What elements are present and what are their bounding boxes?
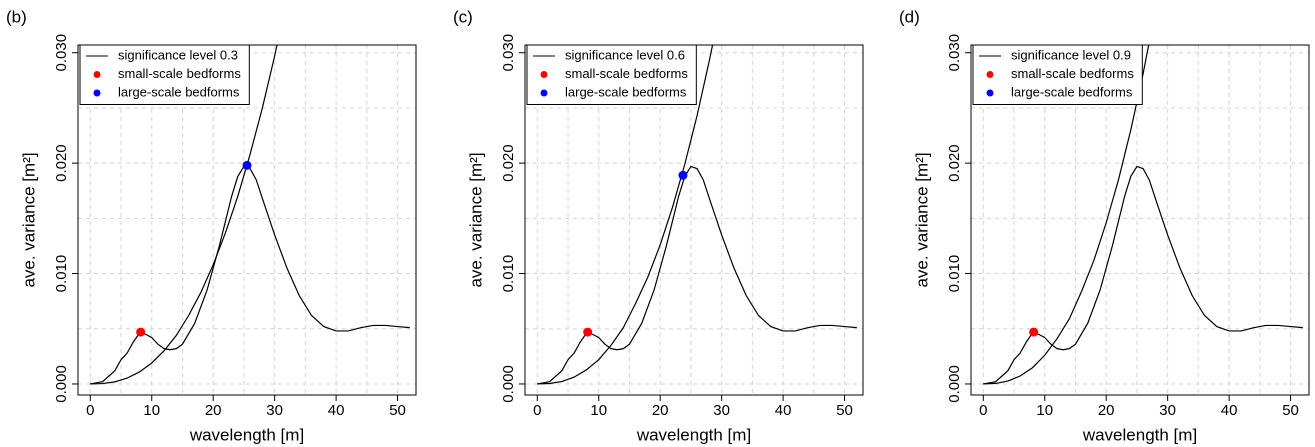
x-tick-label: 50 xyxy=(836,402,853,419)
plot-area xyxy=(90,45,410,385)
y-axis-label: ave. variance [m²] xyxy=(19,152,38,287)
legend-label: large-scale bedforms xyxy=(1011,84,1133,99)
y-tick-label: 0.000 xyxy=(53,365,70,403)
x-axis-label: wavelength [m] xyxy=(636,425,751,444)
y-tick-label: 0.010 xyxy=(946,255,963,293)
x-tick-label: 40 xyxy=(775,402,792,419)
y-tick-label: 0.010 xyxy=(53,255,70,293)
legend-marker xyxy=(986,71,994,78)
legend-label: significance level 0.9 xyxy=(1011,47,1131,62)
legend: significance level 0.6 small-scale bedfor… xyxy=(526,44,697,105)
legend: significance level 0.9 small-scale bedfor… xyxy=(972,44,1143,105)
x-tick-label: 20 xyxy=(652,402,669,419)
point xyxy=(1029,327,1039,337)
panel-label: (c) xyxy=(453,7,473,26)
x-tick-label: 40 xyxy=(328,402,345,419)
legend-label: small-scale bedforms xyxy=(118,66,241,81)
legend-marker xyxy=(986,89,994,97)
x-tick-label: 10 xyxy=(590,402,607,419)
point xyxy=(583,327,593,337)
x-tick-label: 40 xyxy=(1221,402,1238,419)
x-tick-label: 0 xyxy=(533,402,541,419)
legend-marker xyxy=(93,89,101,97)
x-tick-label: 20 xyxy=(1098,402,1115,419)
y-tick-label: 0.000 xyxy=(500,365,517,403)
panel: (d) 0 10 20 30 40 50 0.000 0.010 0.020 0.030 wavele… xyxy=(899,7,1310,444)
y-tick-label: 0.030 xyxy=(946,34,963,72)
y-tick-label: 0.020 xyxy=(500,144,517,182)
x-tick-label: 30 xyxy=(1159,402,1176,419)
y-tick-label: 0.000 xyxy=(946,365,963,403)
point xyxy=(136,327,146,337)
line xyxy=(983,45,1150,385)
panel: (c) 0 10 20 30 40 50 0.000 0.010 0.020 0.030 wavele… xyxy=(453,7,864,444)
line xyxy=(90,45,278,385)
line xyxy=(537,45,714,385)
x-tick-label: 30 xyxy=(713,402,730,419)
legend-box xyxy=(972,44,1143,105)
line xyxy=(537,165,857,385)
y-tick-label: 0.030 xyxy=(53,34,70,72)
line xyxy=(983,165,1303,385)
y-tick-label: 0.030 xyxy=(500,34,517,72)
x-tick-label: 50 xyxy=(1282,402,1299,419)
x-axis-label: wavelength [m] xyxy=(1082,425,1197,444)
y-tick-label: 0.020 xyxy=(53,144,70,182)
x-tick-label: 20 xyxy=(205,402,222,419)
legend-marker xyxy=(93,71,101,78)
panel: (b) 0 10 20 30 40 50 0.000 0.010 0.020 0.030 wavele… xyxy=(6,7,417,444)
line xyxy=(90,165,410,385)
legend-marker xyxy=(540,89,548,97)
x-tick-label: 0 xyxy=(979,402,987,419)
legend-label: large-scale bedforms xyxy=(118,84,240,99)
panel-label: (b) xyxy=(6,7,27,26)
legend-box xyxy=(79,44,250,105)
legend: significance level 0.3 small-scale bedfor… xyxy=(79,44,250,105)
panel-label: (d) xyxy=(899,7,920,26)
x-axis-label: wavelength [m] xyxy=(189,425,304,444)
legend-label: small-scale bedforms xyxy=(1011,66,1134,81)
x-tick-label: 10 xyxy=(143,402,160,419)
legend-marker xyxy=(540,71,548,78)
y-axis-label: ave. variance [m²] xyxy=(912,152,931,287)
point xyxy=(242,160,252,170)
legend-box xyxy=(526,44,697,105)
plot-area xyxy=(537,45,857,385)
x-tick-label: 10 xyxy=(1036,402,1053,419)
y-tick-label: 0.020 xyxy=(946,144,963,182)
x-tick-label: 0 xyxy=(86,402,94,419)
point xyxy=(678,170,688,180)
legend-label: significance level 0.6 xyxy=(565,47,685,62)
legend-label: significance level 0.3 xyxy=(118,47,238,62)
legend-label: small-scale bedforms xyxy=(565,66,688,81)
y-tick-label: 0.010 xyxy=(500,255,517,293)
legend-label: large-scale bedforms xyxy=(565,84,687,99)
plot-area xyxy=(983,45,1303,385)
y-axis-label: ave. variance [m²] xyxy=(466,152,485,287)
x-tick-label: 50 xyxy=(389,402,406,419)
x-tick-label: 30 xyxy=(266,402,283,419)
